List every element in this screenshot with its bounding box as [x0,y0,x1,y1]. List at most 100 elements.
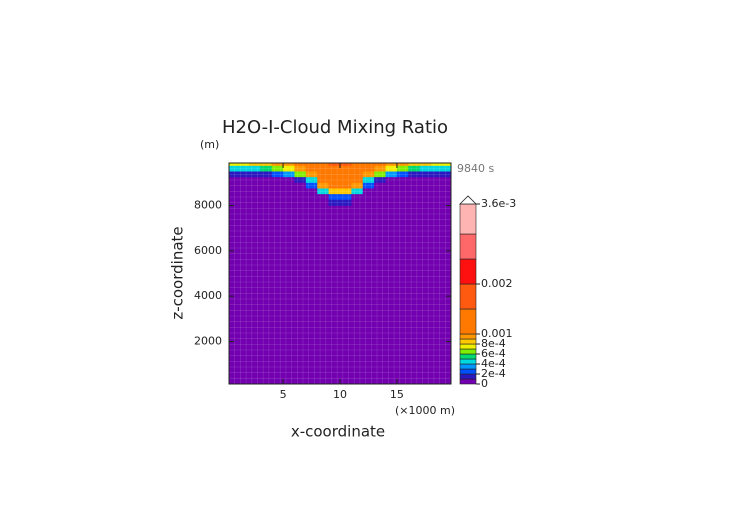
field-cell [351,171,364,178]
field-cell [248,199,261,206]
field-cell [317,177,329,184]
colorbar-band [459,233,477,260]
field-cell [283,163,295,167]
field-cell [248,194,261,201]
field-cell [351,194,364,201]
field-cell [340,182,352,189]
field-cell [442,177,451,184]
time-label: 9840 s [457,162,494,175]
field-cell [419,171,432,178]
field-cell [305,182,318,189]
colorbar-tick-label: 3.6e-3 [481,197,516,210]
field-cell [408,165,420,172]
field-cell [317,188,329,195]
colorbar-arrow [459,195,477,205]
field-cell [408,177,420,184]
field-cell [408,171,420,178]
field-cell [396,171,409,178]
field-cell [431,188,443,195]
field-cell [328,171,341,178]
field-cell [229,177,238,184]
field-cell [431,177,443,184]
y-tick-label: 2000 [194,335,222,348]
field-cell [408,194,420,201]
colorbar-tick-label: 0.001 [481,327,513,340]
field-cell [260,177,272,184]
field-cell [396,177,409,184]
field-cell [385,194,398,201]
field-cell [294,177,307,184]
field-cell [362,165,375,172]
field-cell [396,182,409,189]
field-cell [351,188,364,195]
field-cell [248,171,261,178]
field-cell [340,163,352,167]
field-cell [396,165,409,172]
field-cell [362,177,375,184]
field-cell [442,199,451,206]
field-cell [408,188,420,195]
field-cell [294,171,307,178]
field-cell [260,171,272,178]
colorbar-tick-label: 2e-4 [481,367,506,380]
field-cell [317,165,329,172]
colorbar-band [459,203,477,235]
field-cell [419,182,432,189]
field-cell [385,163,398,167]
field-cell [294,165,307,172]
field-cell [374,177,386,184]
field-cell [328,199,341,206]
field-cell [408,199,420,206]
field-cell [237,182,250,189]
field-cell [442,165,451,172]
field-cell [419,165,432,172]
field-cell [294,182,307,189]
field-cell [374,194,386,201]
field-cell [362,163,375,167]
colorbar-band [459,343,477,350]
field-cell [271,163,284,167]
x-axis-label: x-coordinate [291,423,385,441]
colorbar-band [459,333,477,340]
field-cell [362,199,375,206]
field-cell [374,163,386,167]
field-cell [237,199,250,206]
field-cell [283,199,295,206]
field-cell [248,188,261,195]
field-cell [229,163,238,167]
field-cell [317,199,329,206]
field-cell [229,199,238,206]
field-cell [271,177,284,184]
field-cell [317,163,329,167]
field-cell [271,182,284,189]
field-cell [431,163,443,167]
field-cell [260,188,272,195]
colorbar-band [459,353,477,360]
field-cell [283,165,295,172]
field-cell [431,171,443,178]
field-cell [340,194,352,201]
x-tick-label: 15 [390,388,404,401]
x-tick-label: 5 [280,388,287,401]
colorbar-band [459,358,477,365]
x-unit: (×1000 m) [395,404,455,417]
field-cell [248,182,261,189]
field-cell [328,188,341,195]
field-cell [271,165,284,172]
colorbar-tick-label: 0.002 [481,277,513,290]
field-cell [237,165,250,172]
field-cell [442,182,451,189]
field-cell [248,163,261,167]
field-cell [294,199,307,206]
colorbar-tick-label: 0 [481,377,488,390]
field-cell [385,171,398,178]
field-cell [351,199,364,206]
field-cell [271,194,284,201]
field-cell [283,177,295,184]
field-cell [294,188,307,195]
field-cell [385,188,398,195]
plot-area [229,163,451,384]
field-cell [431,194,443,201]
field-cell [419,199,432,206]
